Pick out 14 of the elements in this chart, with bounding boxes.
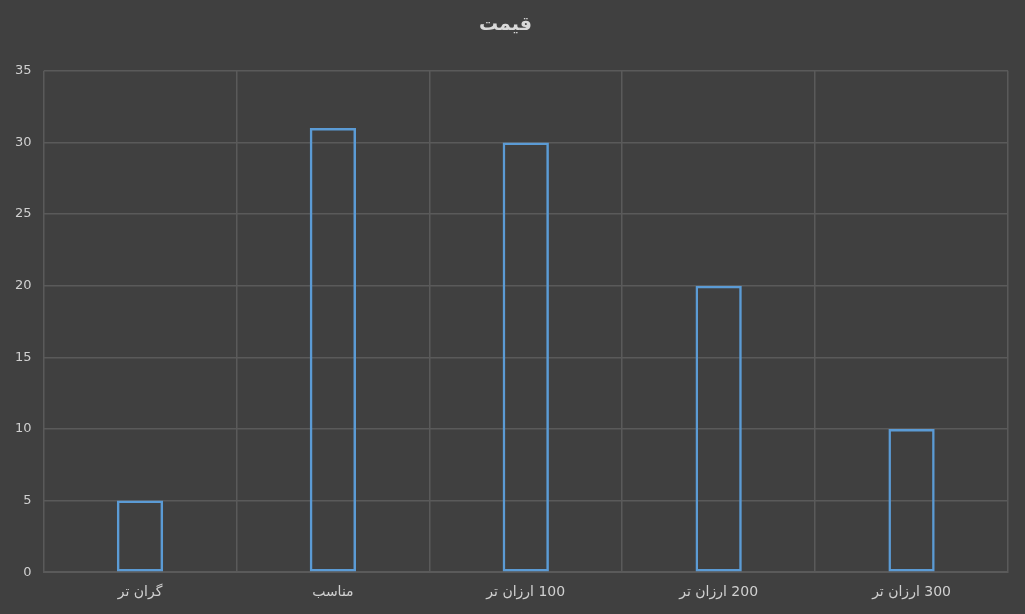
y-tick-label: 30 bbox=[15, 133, 32, 149]
y-tick-label: 15 bbox=[15, 348, 32, 364]
x-tick-label: 200 ارزان تر bbox=[678, 583, 759, 601]
y-tick-label: 35 bbox=[15, 62, 32, 78]
chart-title: قیمت bbox=[478, 12, 533, 35]
y-tick-label: 10 bbox=[15, 420, 32, 436]
y-tick-label: 25 bbox=[15, 205, 32, 221]
x-tick-label: 100 ارزان تر bbox=[485, 583, 566, 601]
y-tick-label: 5 bbox=[23, 491, 32, 507]
x-tick-label: 300 ارزان تر bbox=[871, 583, 951, 601]
y-tick-label: 20 bbox=[15, 277, 32, 293]
x-tick-label: مناسب bbox=[312, 583, 354, 600]
x-tick-label: گران تر bbox=[116, 583, 163, 601]
y-tick-label: 0 bbox=[23, 563, 32, 579]
